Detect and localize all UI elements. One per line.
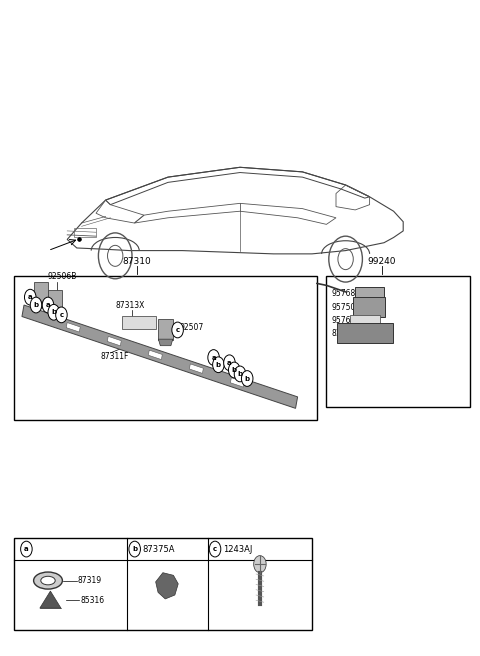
Polygon shape: [22, 305, 298, 408]
Text: 87311F: 87311F: [101, 352, 129, 361]
Text: 1243AJ: 1243AJ: [223, 544, 252, 554]
Text: b: b: [216, 361, 221, 368]
Polygon shape: [40, 591, 61, 608]
FancyBboxPatch shape: [34, 282, 48, 303]
Circle shape: [241, 371, 253, 386]
Bar: [108, 337, 121, 346]
Text: 92506B: 92506B: [47, 272, 76, 281]
Text: b: b: [238, 371, 242, 377]
Text: 87319: 87319: [78, 576, 102, 585]
Circle shape: [56, 307, 67, 323]
Circle shape: [254, 556, 266, 573]
Text: b: b: [34, 302, 38, 308]
Text: 81260B: 81260B: [331, 329, 360, 338]
Text: b: b: [132, 546, 137, 552]
FancyBboxPatch shape: [353, 297, 385, 317]
FancyBboxPatch shape: [158, 319, 173, 340]
Circle shape: [48, 304, 60, 320]
Text: 95768A: 95768A: [331, 289, 360, 298]
FancyBboxPatch shape: [350, 315, 380, 327]
Circle shape: [208, 350, 219, 365]
Text: b: b: [245, 375, 250, 382]
Text: b: b: [51, 309, 56, 316]
Text: 95750L: 95750L: [331, 302, 360, 312]
Polygon shape: [158, 339, 173, 346]
Bar: [66, 323, 80, 332]
Polygon shape: [48, 310, 62, 316]
Circle shape: [172, 322, 183, 338]
Bar: [148, 350, 162, 359]
FancyBboxPatch shape: [337, 323, 393, 343]
Text: c: c: [60, 312, 63, 318]
FancyBboxPatch shape: [122, 316, 156, 329]
Text: 87375A: 87375A: [143, 544, 175, 554]
Circle shape: [21, 541, 32, 557]
Circle shape: [24, 289, 36, 305]
FancyBboxPatch shape: [355, 287, 384, 301]
Text: b: b: [232, 367, 237, 373]
Circle shape: [234, 366, 246, 382]
Polygon shape: [156, 573, 178, 599]
Ellipse shape: [34, 572, 62, 589]
Text: a: a: [227, 359, 232, 366]
Text: a: a: [46, 302, 50, 308]
Circle shape: [30, 297, 42, 313]
Circle shape: [42, 297, 54, 313]
Ellipse shape: [41, 576, 55, 585]
Text: 92507: 92507: [180, 323, 204, 333]
Circle shape: [129, 541, 141, 557]
Text: a: a: [28, 294, 33, 300]
Text: 99240: 99240: [367, 256, 396, 266]
Text: 95769: 95769: [331, 316, 356, 325]
Text: 87310: 87310: [122, 256, 151, 266]
Polygon shape: [34, 302, 48, 308]
Text: c: c: [176, 327, 180, 333]
Bar: [190, 364, 204, 373]
Circle shape: [224, 355, 235, 371]
Circle shape: [213, 357, 224, 373]
Text: 87313X: 87313X: [115, 300, 144, 310]
Text: a: a: [24, 546, 29, 552]
Text: c: c: [213, 546, 217, 552]
Circle shape: [228, 362, 240, 378]
FancyBboxPatch shape: [48, 290, 62, 311]
Bar: [230, 378, 244, 387]
Text: a: a: [211, 354, 216, 361]
Text: 85316: 85316: [80, 596, 104, 605]
Circle shape: [209, 541, 221, 557]
